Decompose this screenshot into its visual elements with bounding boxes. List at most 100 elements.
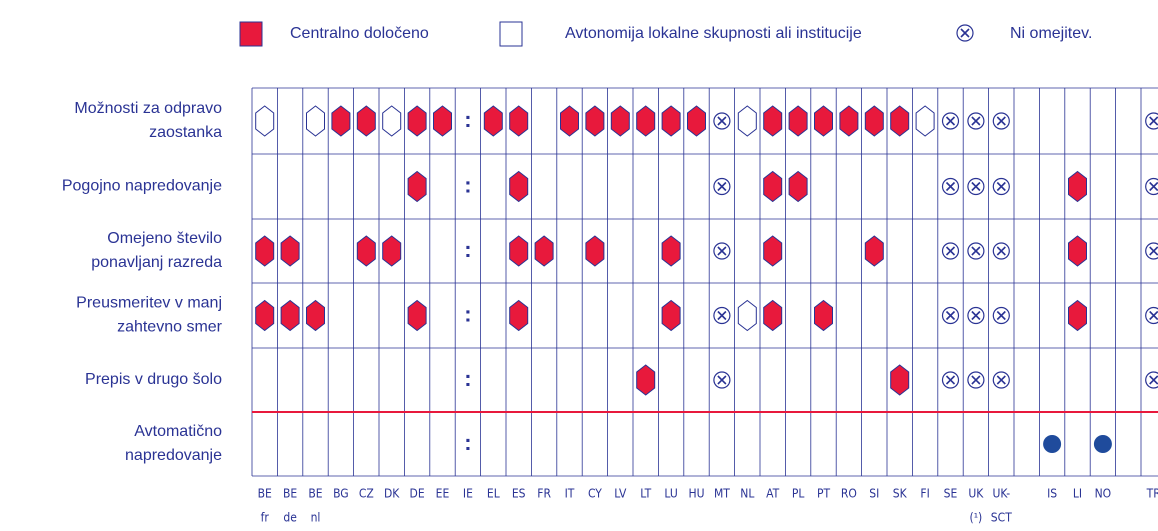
- legend-label: Centralno določeno: [290, 25, 429, 42]
- cell-symbol: [407, 105, 427, 137]
- no-limit-cross: [945, 246, 956, 256]
- cell-symbol: [814, 299, 833, 332]
- cell-symbol: [864, 105, 884, 137]
- column-label: NO: [1095, 487, 1112, 501]
- column-label: CZ: [359, 487, 374, 501]
- cell-symbol: [483, 105, 503, 137]
- cell-symbol: [713, 306, 731, 325]
- cell-symbol: [356, 105, 376, 137]
- column-label: LT: [640, 487, 651, 501]
- column-label: SE: [944, 487, 958, 501]
- no-limit-cross: [971, 181, 981, 192]
- cell-symbol: [763, 235, 783, 267]
- no-limit-cross: [1149, 310, 1158, 321]
- cell-symbol: [713, 177, 731, 196]
- cell-symbol: [255, 105, 275, 137]
- cell-symbol: [941, 112, 960, 130]
- column-label: DK: [384, 487, 400, 501]
- no-limit-cross: [945, 375, 956, 385]
- cell-symbol: [1068, 235, 1087, 267]
- no-limit-cross: [717, 310, 727, 321]
- not-available: :: [464, 237, 471, 262]
- cell-symbol: [382, 235, 402, 267]
- no-limit-cross: [1149, 116, 1158, 126]
- no-limit-circle: [1145, 177, 1158, 196]
- cell-symbol: [839, 105, 859, 137]
- cell-symbol: [1145, 112, 1158, 130]
- column-label: IS: [1047, 487, 1057, 501]
- no-limit-cross: [1149, 375, 1158, 385]
- no-limit-cross: [717, 116, 727, 126]
- cell-symbol: [992, 371, 1010, 389]
- cell-symbol: [255, 299, 275, 332]
- cell-symbol: [356, 235, 376, 267]
- column-label: fr: [261, 511, 270, 525]
- column-label: TR: [1146, 487, 1158, 501]
- cell-symbol: [255, 235, 275, 267]
- column-label: CY: [588, 487, 602, 501]
- row-label: zahtevno smer: [117, 319, 223, 336]
- cell-symbol: [1068, 170, 1087, 203]
- column-label: SK: [893, 487, 908, 501]
- cell-symbol: [306, 299, 325, 332]
- cell-symbol: [941, 177, 960, 196]
- row-label: Prepis v drugo šolo: [85, 371, 222, 388]
- column-label: IE: [463, 487, 473, 501]
- cell-symbol: [1145, 306, 1158, 325]
- cell-symbol: [560, 105, 579, 137]
- column-label: HU: [688, 487, 704, 501]
- no-limit-cross: [717, 181, 727, 192]
- not-available: :: [464, 430, 471, 455]
- no-limit-circle: [1145, 242, 1158, 260]
- cell-symbol: [788, 170, 808, 203]
- cell-symbol: [433, 105, 452, 137]
- cell-symbol: [941, 371, 960, 389]
- column-label: de: [283, 511, 297, 525]
- no-limit-cross: [971, 246, 981, 256]
- column-label: UK-: [992, 487, 1010, 501]
- row-label: Omejeno število: [107, 230, 222, 247]
- cell-symbol: [788, 105, 808, 137]
- column-label: DE: [410, 487, 425, 501]
- cell-symbol: [992, 112, 1010, 130]
- cell-symbol: [1145, 371, 1158, 389]
- no-limit-cross: [996, 310, 1006, 321]
- column-label: BE: [308, 487, 322, 501]
- column-label: FR: [537, 487, 551, 501]
- not-available: :: [464, 172, 471, 197]
- cell-symbol: [534, 235, 554, 267]
- column-label: UK: [968, 487, 984, 501]
- cell-symbol: [763, 299, 783, 332]
- no-limit-cross: [971, 310, 981, 321]
- cell-symbol: [763, 105, 783, 137]
- no-limit-cross: [996, 375, 1006, 385]
- not-available: :: [464, 366, 471, 391]
- cell-symbol: [331, 105, 351, 137]
- cell-symbol: [992, 242, 1010, 260]
- cell-symbol: [713, 242, 731, 260]
- cell-symbol: [967, 371, 985, 389]
- legend-label: Ni omejitev.: [1010, 25, 1092, 42]
- no-limit-circle: [1145, 306, 1158, 325]
- cell-symbol: [687, 105, 706, 137]
- cell-symbol: [890, 364, 910, 396]
- cell-symbol: [713, 371, 731, 389]
- column-label: BG: [333, 487, 349, 501]
- column-label: LV: [614, 487, 627, 501]
- column-label: FI: [920, 487, 929, 501]
- no-limit-cross: [1149, 246, 1158, 256]
- column-label: BE: [283, 487, 297, 501]
- column-label: SCT: [991, 511, 1012, 525]
- cell-symbol: [509, 299, 529, 332]
- cell-symbol: [992, 306, 1010, 325]
- cell-symbol: [992, 177, 1010, 196]
- no-limit-cross: [945, 116, 956, 126]
- no-limit-circle: [1145, 112, 1158, 130]
- column-label: EE: [436, 487, 450, 501]
- cell-symbol: [280, 235, 300, 267]
- cell-symbol: [1093, 435, 1112, 453]
- not-available: :: [464, 107, 471, 132]
- legend-symbol: [239, 21, 263, 47]
- cell-symbol: [407, 299, 427, 332]
